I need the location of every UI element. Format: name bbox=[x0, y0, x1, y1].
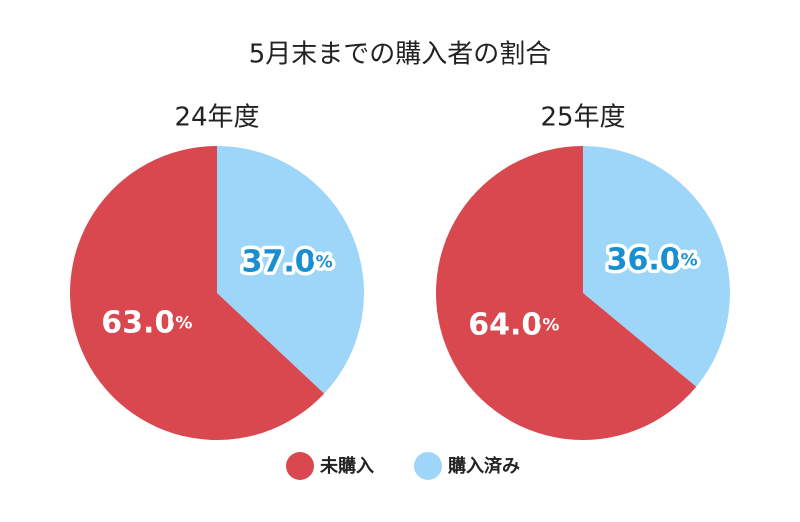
legend-marker bbox=[414, 452, 442, 480]
pie-slice bbox=[583, 146, 730, 387]
pie-slice bbox=[435, 146, 697, 440]
pie-title: 24年度 bbox=[174, 103, 259, 133]
legend-label: 購入済み bbox=[447, 455, 520, 477]
pie-slice bbox=[69, 146, 325, 440]
legend-label: 未購入 bbox=[320, 455, 374, 477]
value-label: 36.0% bbox=[607, 242, 698, 277]
value-label: 64.0% bbox=[468, 307, 559, 342]
pie-title: 25年度 bbox=[540, 103, 625, 133]
chart-title: 5月末までの購入者の割合 bbox=[249, 40, 552, 70]
legend-marker bbox=[286, 452, 314, 480]
value-label: 37.0% bbox=[242, 244, 333, 279]
value-label: 63.0% bbox=[101, 305, 192, 340]
pie-slice bbox=[217, 146, 364, 394]
